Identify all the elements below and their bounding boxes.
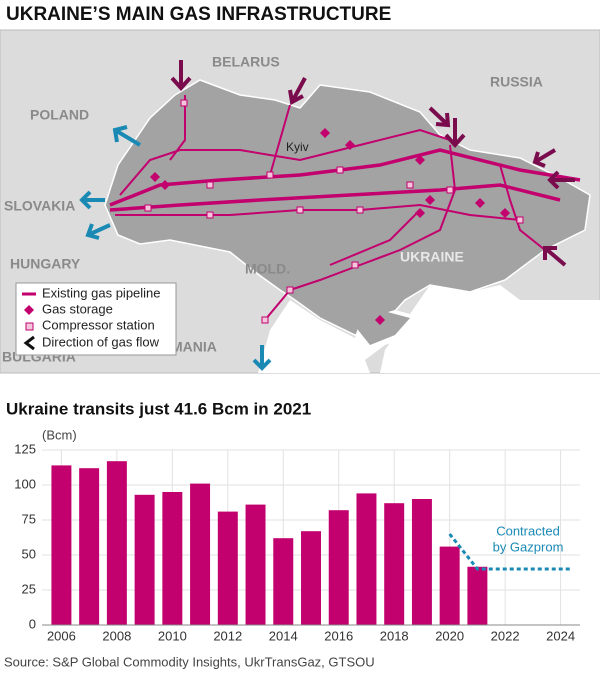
map-label: SLOVAKIA [4, 198, 75, 214]
bar [273, 538, 294, 625]
map-frame [0, 29, 600, 374]
pipeline [264, 144, 457, 321]
ukraine-shape [104, 79, 591, 336]
bar [328, 510, 349, 625]
plot: 0 25 50 75 100 125 2006 2008 2010 2012 2014 2016 201… [14, 441, 580, 643]
bar [190, 483, 211, 625]
x-tick-label: 2006 [47, 628, 76, 643]
legend-label: Existing gas pipeline [42, 285, 161, 300]
source: Source: S&P Global Commodity Insights, U… [4, 654, 375, 669]
pipeline [115, 203, 521, 221]
legend-swatch [25, 322, 34, 331]
bar [467, 566, 488, 625]
map: BELARUS POLAND RUSSIA Kyiv SLOVAKIA HUNG… [0, 29, 600, 374]
map-label: RUSSIA [490, 74, 543, 90]
y-tick-label: 75 [22, 511, 36, 526]
legend-label: Gas storage [42, 301, 113, 316]
map-legend: Existing gas pipeline Gas storage Compre… [15, 282, 177, 356]
pipeline [499, 164, 546, 251]
bar [439, 546, 460, 625]
bar [245, 504, 266, 625]
legend-swatch [23, 335, 35, 351]
flow-arrows [79, 60, 575, 371]
map-label: MOLD. [245, 261, 290, 277]
x-tick-label: 2010 [158, 628, 187, 643]
bar [162, 492, 183, 625]
x-tick-label: 2020 [435, 628, 464, 643]
bar [384, 503, 405, 625]
y-tick-label: 0 [29, 616, 36, 631]
map-label: Kyiv [286, 140, 309, 154]
map-label: UKRAINE [400, 249, 464, 265]
bar [301, 531, 321, 625]
x-tick-label: 2008 [102, 628, 131, 643]
annotation: Contracted [496, 523, 560, 538]
legend-box [15, 282, 177, 356]
bar [134, 494, 155, 625]
x-tick-label: 2016 [324, 628, 353, 643]
pipeline [109, 183, 561, 212]
chart-title: Ukraine transits just 41.6 Bcm in 2021 [6, 399, 311, 418]
annotation: by Gazprom [493, 539, 564, 554]
sea [380, 285, 600, 373]
pipeline [269, 104, 291, 176]
x-tick-label: 2024 [546, 628, 575, 643]
crimea [350, 310, 410, 345]
legend-label: Compressor station [42, 317, 155, 332]
bar [217, 511, 238, 625]
y-tick-label: 25 [22, 581, 36, 596]
contracted-line [448, 533, 572, 571]
y-axis-label: (Bcm) [42, 427, 77, 442]
x-tick-label: 2018 [380, 628, 409, 643]
pipeline [169, 95, 186, 161]
bar [51, 465, 72, 625]
x-tick-label: 2022 [491, 628, 520, 643]
bar [356, 493, 377, 625]
bar [411, 499, 432, 625]
bar [79, 468, 100, 625]
x-tick-label: 2014 [269, 628, 298, 643]
y-tick-label: 125 [14, 441, 36, 456]
compressor-stations [144, 99, 524, 324]
bar [106, 461, 127, 625]
page-title: UKRAINE’S MAIN GAS INFRASTRUCTURE [6, 4, 391, 25]
legend-swatch [24, 305, 34, 315]
map-label: POLAND [30, 107, 89, 123]
y-tick-label: 100 [14, 476, 36, 491]
legend-label: Direction of gas flow [42, 334, 160, 349]
map-label: HUNGARY [10, 256, 81, 272]
x-tick-label: 2012 [213, 628, 242, 643]
pipeline [119, 128, 451, 196]
y-tick-label: 50 [22, 546, 36, 561]
gas-storage [150, 128, 510, 325]
map-label: BELARUS [212, 54, 280, 70]
pipeline [329, 209, 421, 266]
